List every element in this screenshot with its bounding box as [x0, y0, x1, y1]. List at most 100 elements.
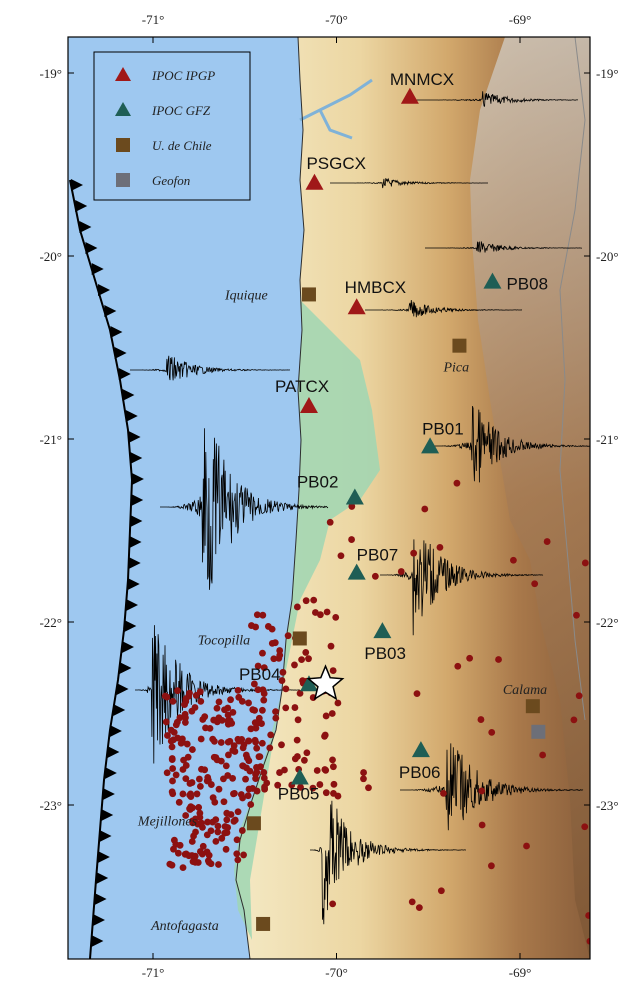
geofon-station — [531, 724, 546, 739]
trench-teeth — [71, 179, 144, 947]
station-label: PB01 — [422, 419, 464, 438]
aftershock-dot — [581, 823, 589, 831]
aftershock-dot — [284, 632, 292, 640]
aftershock-dot — [215, 785, 223, 793]
aftershock-dot — [302, 597, 310, 605]
city-label: Calama — [503, 683, 547, 698]
aftershock-dot — [211, 798, 219, 806]
trench-tooth — [104, 305, 117, 317]
aftershock-dot — [185, 852, 193, 860]
aftershock-dot — [247, 725, 255, 733]
aftershock-dot — [543, 538, 551, 545]
aftershock-dot — [188, 838, 196, 845]
aftershock-dot — [487, 862, 495, 870]
station-triangle-icon — [421, 437, 440, 454]
aftershock-dot — [244, 737, 252, 745]
aftershock-dot — [210, 753, 218, 761]
aftershock-dot — [196, 782, 204, 790]
seismogram-trace — [330, 177, 488, 189]
aftershock-dot — [170, 845, 177, 853]
trench-tooth — [130, 452, 143, 464]
legend-square-icon — [116, 138, 130, 152]
aftershock-dot — [539, 751, 547, 759]
aftershock-dot — [204, 774, 212, 781]
trench-tooth — [107, 746, 120, 758]
aftershock-dot — [186, 689, 193, 697]
x-tick-label-top: -70° — [325, 12, 348, 27]
trench-tooth — [99, 830, 112, 842]
aftershock-dot — [322, 789, 330, 797]
aftershock-dot — [293, 603, 301, 611]
aftershock-dot — [313, 767, 321, 774]
aftershock-dot — [192, 828, 199, 836]
trench-tooth — [116, 683, 129, 695]
coastline — [235, 37, 305, 959]
aftershock-dot — [169, 777, 176, 785]
aftershock-dot — [260, 769, 268, 776]
seismograms — [130, 91, 590, 925]
aftershock-dot — [360, 769, 367, 776]
station-label: PB08 — [506, 275, 548, 294]
aftershock-dot — [164, 732, 171, 739]
aftershock-dot — [209, 735, 217, 743]
aftershock-dot — [252, 738, 260, 746]
aftershock-dot — [198, 819, 205, 827]
aftershock-dot — [327, 642, 335, 650]
trench-tooth — [94, 893, 107, 905]
city-square-icon — [452, 338, 467, 353]
legend-item: IPOC IPGP — [115, 67, 215, 83]
aftershock-dot — [586, 937, 590, 945]
aftershock-dot — [233, 850, 241, 858]
aftershock-dot — [182, 775, 190, 783]
trench-tooth — [91, 263, 104, 275]
station-pb03: PB03 — [364, 622, 406, 663]
aftershock-dot — [229, 774, 237, 782]
aftershock-dot — [321, 732, 328, 740]
aftershock-dot — [258, 739, 266, 747]
trench-tooth — [110, 326, 123, 338]
aftershock-dot — [348, 503, 356, 510]
aftershock-dot — [478, 787, 486, 795]
aftershock-dot — [229, 747, 237, 754]
aftershock-dot — [348, 536, 355, 543]
aftershock-dot — [360, 775, 367, 783]
aftershock-dot — [421, 505, 429, 513]
aftershock-dot — [329, 763, 337, 771]
aftershock-dot — [510, 556, 517, 564]
river-valley — [299, 78, 373, 140]
aftershock-dot — [260, 664, 268, 672]
aftershock-dot — [174, 849, 182, 857]
station-label: PB07 — [357, 546, 399, 565]
aftershock-dot — [237, 791, 245, 798]
aftershock-dot — [249, 706, 257, 714]
aftershock-dot — [248, 622, 255, 629]
trench-tooth — [129, 536, 142, 548]
aftershock-dot — [182, 812, 190, 819]
trench-tooth — [96, 872, 109, 884]
aftershock-dot — [221, 706, 228, 714]
aftershock-dot — [276, 769, 283, 776]
aftershock-dot — [575, 692, 583, 700]
aftershock-dot — [197, 735, 205, 743]
subduction-trench — [69, 179, 134, 959]
aftershock-dot — [196, 848, 204, 855]
aftershock-dot — [222, 845, 230, 853]
aftershock-dot — [415, 904, 423, 912]
aftershock-dot — [523, 842, 530, 850]
aftershock-dot — [238, 697, 246, 705]
aftershock-dot — [201, 766, 209, 774]
trench-tooth — [122, 389, 135, 401]
aftershock-dot — [183, 740, 191, 748]
aftershock-dot — [371, 572, 379, 580]
city-label: Tocopilla — [198, 633, 250, 648]
city-label: Mejillones — [137, 814, 198, 829]
aftershock-dot — [212, 816, 220, 824]
station-label: PATCX — [275, 377, 329, 396]
aftershock-dot — [181, 719, 189, 726]
aftershock-dot — [161, 692, 169, 700]
station-psgcx: PSGCX — [305, 154, 366, 190]
aftershock-dot — [182, 762, 190, 769]
aftershock-dot — [250, 680, 258, 688]
station-triangle-icon — [290, 768, 309, 785]
aftershock-dot — [205, 851, 213, 859]
